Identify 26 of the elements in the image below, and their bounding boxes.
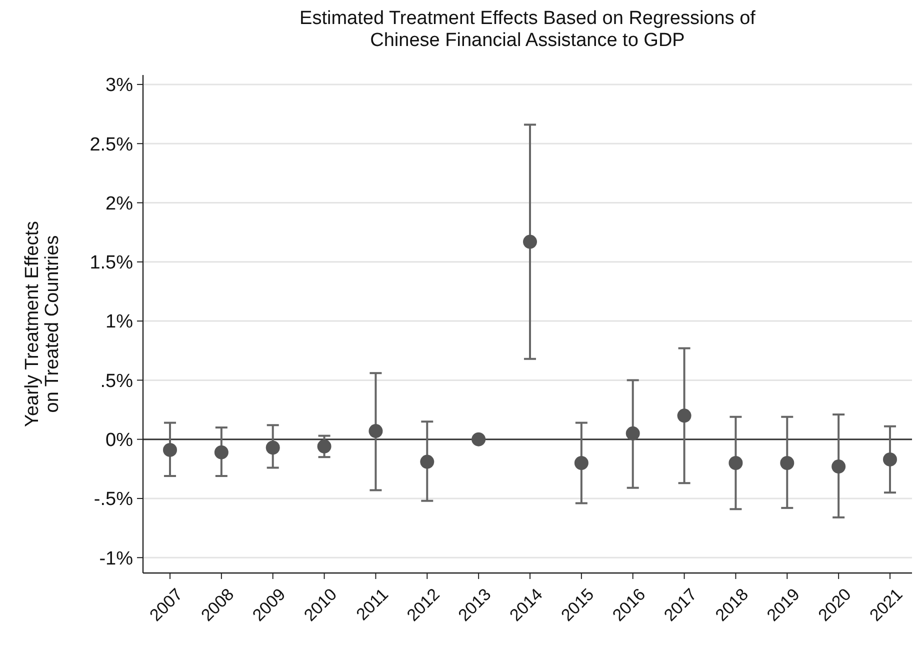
point — [317, 439, 332, 454]
point — [626, 426, 640, 440]
point — [420, 454, 434, 469]
point — [266, 440, 280, 455]
y-tick-label: 3% — [106, 75, 134, 96]
point — [728, 456, 743, 470]
point — [214, 445, 228, 460]
point — [368, 424, 383, 438]
point — [163, 442, 177, 457]
point — [472, 432, 486, 446]
y-tick-label: 1% — [106, 312, 134, 333]
y-tick-label: 0% — [106, 430, 134, 451]
point — [677, 408, 692, 423]
y-tick-label: 1.5% — [90, 252, 134, 274]
point — [883, 452, 897, 466]
point — [523, 234, 537, 249]
y-tick-label: -1% — [99, 548, 134, 570]
y-tick-label: 2.5% — [90, 134, 134, 156]
point — [574, 456, 588, 470]
y-tick-label: -.5% — [94, 489, 134, 510]
point — [780, 456, 794, 470]
y-tick-label: .5% — [100, 370, 134, 392]
y-axis-title: Yearly Treatment Effects on Treated Countries — [22, 221, 63, 427]
chart-title: Estimated Treatment Effects Based on Regressions of Chinese Financial Assistance to GDP — [300, 8, 756, 51]
y-tick-label: 2% — [106, 193, 134, 214]
point — [832, 460, 846, 474]
